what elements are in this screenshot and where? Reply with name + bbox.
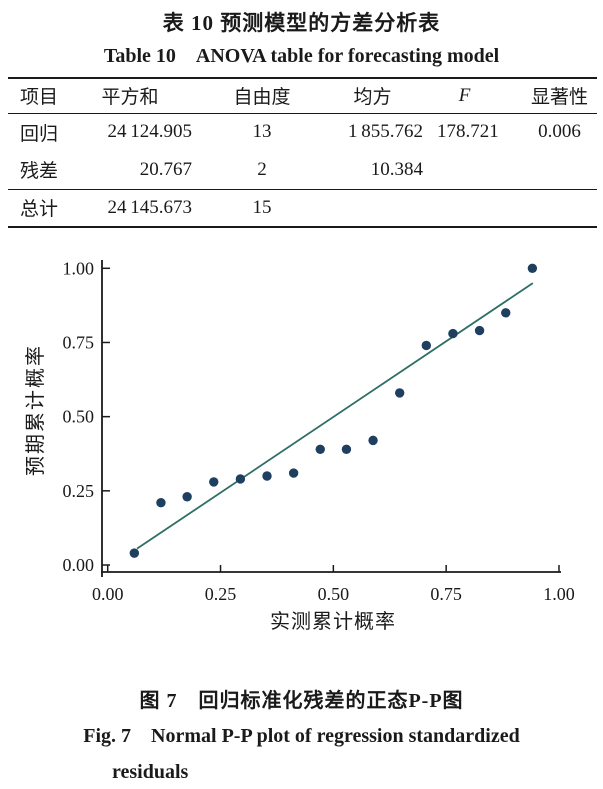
data-point: [341, 444, 352, 454]
cell-f: 178.721: [437, 121, 499, 143]
data-point: [394, 388, 405, 398]
cell-f: [437, 189, 522, 227]
header-f: F: [458, 84, 471, 106]
data-point: [129, 548, 140, 558]
cell-f: [437, 151, 522, 189]
cell-sum-squares: 24 145.673: [107, 196, 192, 218]
cell-sum-squares: 20.767: [139, 158, 192, 180]
data-point: [209, 477, 219, 487]
cell-mean-square: 1 855.762: [347, 121, 423, 143]
figure-caption-en-line1: Fig. 7 Normal P-P plot of regression sta…: [83, 725, 520, 747]
cell-label: 残差: [20, 161, 59, 183]
data-point: [262, 471, 272, 481]
x-axis-title: 实测累计概率: [270, 610, 396, 633]
x-tick-label: 0.25: [205, 584, 237, 604]
table-title-zh: 表 10 预测模型的方差分析表: [162, 11, 441, 35]
data-point: [501, 308, 511, 318]
table-title-en: Table 10 ANOVA table for forecasting mod…: [103, 45, 500, 67]
cell-df: 13: [252, 121, 272, 143]
x-tick-label: 0.75: [430, 584, 462, 604]
cell-mean-square: 10.384: [370, 158, 423, 180]
data-point: [235, 474, 246, 484]
header-sig: 显著性: [530, 87, 588, 109]
y-tick-label: 0.50: [63, 407, 95, 427]
figure-caption-zh: 图 7 回归标准化残差的正态P-P图: [139, 690, 464, 712]
table-header-row: 项目 平方和 自由度 均方 F 显著性: [8, 78, 597, 113]
header-df: 自由度: [233, 87, 291, 109]
table-row-total: 总计 24 145.673 15: [8, 189, 597, 227]
data-point: [527, 263, 538, 273]
y-tick-label: 0.75: [63, 332, 95, 352]
data-point: [368, 435, 378, 446]
x-tick-label: 0.50: [318, 584, 350, 604]
cell-sum-squares: 24 124.905: [107, 121, 192, 143]
header-sum-squares: 平方和: [101, 87, 159, 109]
data-point: [182, 492, 192, 502]
cell-sig: 0.006: [538, 121, 581, 143]
cell-mean-square: [322, 189, 437, 227]
cell-df: 2: [257, 158, 267, 180]
data-point: [421, 340, 432, 351]
table-row-regression: 回归 24 124.905 13 1 855.762 178.721 0.006: [8, 113, 597, 151]
header-item: 项目: [20, 87, 59, 109]
y-tick-label: 0.25: [63, 481, 95, 501]
data-point: [448, 328, 458, 339]
data-point: [156, 497, 166, 508]
header-mean-square: 均方: [353, 87, 392, 109]
x-tick-label: 1.00: [543, 584, 575, 604]
data-point: [474, 325, 485, 336]
cell-sig: [522, 189, 597, 227]
y-axis-title: 预期累计概率: [24, 344, 47, 476]
x-tick-label: 0.00: [92, 584, 124, 604]
anova-table: 项目 平方和 自由度 均方 F 显著性 回归 24 124.905 13 1 8…: [8, 77, 597, 228]
pp-plot: 0.00 0.25 0.50 0.75 1.00 0.00 0.25 0.50 0.75 1.00…: [24, 258, 575, 633]
y-tick-label: 0.00: [63, 555, 95, 575]
cell-label: 总计: [20, 199, 59, 221]
table-row-residual: 残差 20.767 2 10.384: [8, 151, 597, 189]
figure-caption-en-line2: residuals: [112, 761, 189, 783]
data-point: [288, 468, 299, 478]
cell-df: 15: [252, 196, 272, 218]
data-point: [315, 444, 325, 454]
reference-line: [136, 282, 534, 550]
cell-label: 回归: [20, 123, 59, 145]
y-tick-label: 1.00: [63, 258, 95, 278]
cell-sig: [522, 151, 597, 189]
